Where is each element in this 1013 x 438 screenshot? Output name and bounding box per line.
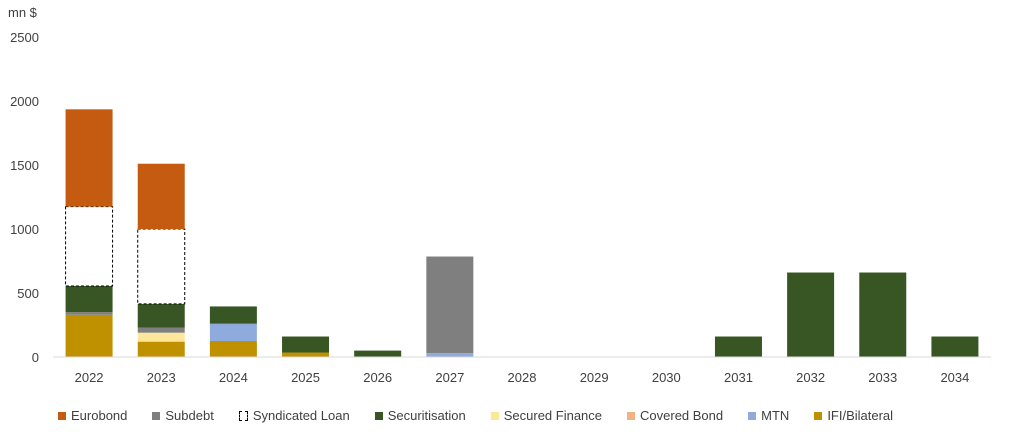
x-tick-label: 2029	[580, 370, 609, 385]
bar-segment-securitisation-2026	[354, 350, 402, 357]
bar-segment-securitisation-2024	[209, 306, 257, 324]
bar-segment-mtn-2024	[209, 323, 257, 341]
legend-item-syndicated-loan: Syndicated Loan	[238, 408, 350, 423]
x-tick-label: 2022	[75, 370, 104, 385]
bar-segment-eurobond-2023	[137, 163, 185, 229]
x-tick-label: 2027	[435, 370, 464, 385]
legend-swatch	[627, 411, 636, 420]
y-tick-label: 2000	[10, 94, 39, 109]
legend-label: Subdebt	[165, 408, 214, 423]
legend-item-ifi-bilateral: IFI/Bilateral	[814, 408, 893, 423]
legend-label: Syndicated Loan	[252, 408, 350, 423]
bar-segment-ifi-bilateral-2023	[137, 341, 185, 357]
y-tick-label: 1500	[10, 158, 39, 173]
y-tick-label: 1000	[10, 222, 39, 237]
bar-segment-subdebt-2027	[426, 256, 474, 354]
legend-swatch	[374, 411, 383, 420]
bar-segment-ifi-bilateral-2024	[209, 341, 257, 357]
legend-swatch	[238, 410, 248, 421]
legend-swatch	[748, 411, 757, 420]
bar-segment-securitisation-2023	[137, 303, 185, 328]
bar-segment-eurobond-2022	[65, 109, 113, 207]
bar-segment-securitisation-2032	[787, 272, 835, 357]
bars-group	[65, 109, 979, 357]
y-axis-ticks: 0 500 1000 1500 2000 2500	[10, 30, 39, 365]
x-tick-label: 2032	[796, 370, 825, 385]
legend-item-mtn: MTN	[748, 408, 789, 423]
bar-segment-securitisation-2025	[282, 336, 330, 353]
x-tick-label: 2026	[363, 370, 392, 385]
legend-label: Securitisation	[387, 408, 466, 423]
x-tick-label: 2033	[868, 370, 897, 385]
bar-segment-mtn-2027	[426, 353, 474, 357]
legend-swatch	[490, 411, 499, 420]
legend-item-secured-finance: Secured Finance	[490, 408, 603, 423]
bar-segment-syndicated-loan-2022	[65, 206, 114, 287]
legend-label: IFI/Bilateral	[827, 408, 894, 423]
legend-swatch	[58, 411, 66, 420]
legend-label: Covered Bond	[640, 408, 724, 423]
x-tick-label: 2024	[219, 370, 248, 385]
y-tick-label: 0	[32, 350, 39, 365]
bar-segment-secured-finance-2023	[137, 332, 185, 342]
legend-swatch	[152, 411, 161, 420]
x-tick-label: 2031	[724, 370, 753, 385]
x-tick-label: 2034	[940, 370, 969, 385]
legend-swatch	[814, 411, 823, 420]
bar-segment-securitisation-2033	[859, 272, 907, 357]
legend-item-subdebt: Subdebt	[152, 408, 214, 423]
bar-segment-securitisation-2031	[714, 336, 762, 357]
bar-segment-securitisation-2022	[65, 285, 113, 313]
legend-label: Secured Finance	[503, 408, 603, 423]
bar-segment-subdebt-2022	[65, 312, 113, 315]
x-axis-ticks: 2022 2023 2024 2025 2026 2027 2028 2029 2030 2031…	[75, 370, 970, 385]
bar-segment-securitisation-2034	[931, 336, 979, 357]
legend-item-covered-bond: Covered Bond	[627, 408, 723, 423]
x-tick-label: 2028	[508, 370, 537, 385]
y-tick-label: 500	[17, 286, 39, 301]
y-tick-label: 2500	[10, 30, 39, 45]
legend-item-eurobond: Eurobond	[58, 408, 127, 423]
legend: Eurobond Subdebt Syndicated Loan Securitisa…	[58, 408, 918, 423]
y-unit-label: mn $	[8, 5, 38, 20]
x-tick-label: 2025	[291, 370, 320, 385]
legend-item-securitisation: Securitisation	[374, 408, 466, 423]
legend-label: MTN	[761, 408, 790, 423]
x-tick-label: 2030	[652, 370, 681, 385]
bar-segment-subdebt-2023	[137, 327, 185, 333]
bar-segment-syndicated-loan-2023	[137, 228, 186, 305]
bar-segment-ifi-bilateral-2025	[282, 352, 330, 357]
x-tick-label: 2023	[147, 370, 176, 385]
bar-segment-ifi-bilateral-2022	[65, 314, 113, 357]
legend-label: Eurobond	[71, 408, 128, 423]
